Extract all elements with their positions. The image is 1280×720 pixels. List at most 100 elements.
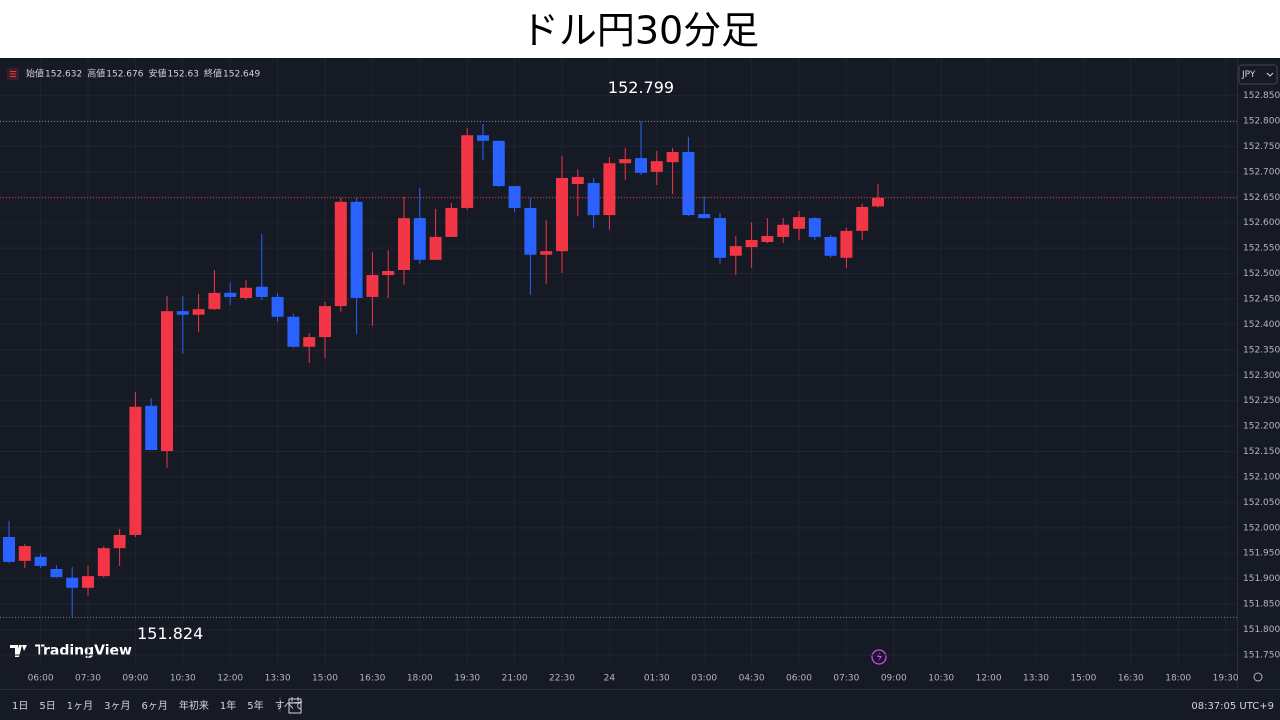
candle-body <box>3 536 15 562</box>
candle-body <box>287 316 300 347</box>
currency-box[interactable] <box>1238 64 1278 85</box>
x-tick-label: 19:30 <box>1213 674 1239 684</box>
y-tick-label: 152.350 <box>1243 345 1280 355</box>
candle-body <box>129 406 142 535</box>
clock: 08:37:05 UTC+9 <box>1191 701 1274 712</box>
range-button[interactable]: 1ヶ月 <box>67 700 93 712</box>
currency-caret <box>1266 72 1274 77</box>
settings-icon[interactable] <box>1253 672 1263 682</box>
candle-body <box>192 309 205 315</box>
candle-body <box>82 576 94 588</box>
ohlc-label: 終値 <box>204 68 222 80</box>
y-tick-label: 152.400 <box>1243 320 1280 330</box>
candle-body <box>382 271 395 276</box>
logo-text: TradingView <box>35 643 132 659</box>
range-button[interactable]: 5日 <box>39 701 55 712</box>
candle-body <box>856 206 869 231</box>
y-tick-label: 151.950 <box>1243 549 1280 559</box>
x-tick-label: 13:30 <box>265 674 291 684</box>
high-annotation: 152.799 <box>608 78 674 97</box>
symbol-icon-lines <box>10 71 16 77</box>
candle-body <box>113 534 126 549</box>
candle-body <box>619 159 632 164</box>
y-tick-label: 152.300 <box>1243 371 1280 381</box>
candle-body <box>429 236 442 260</box>
x-tick-label: 10:30 <box>928 674 954 684</box>
candle-body <box>145 405 158 451</box>
y-tick-label: 152.100 <box>1243 472 1280 482</box>
x-tick-label: 12:00 <box>976 674 1002 684</box>
candle-body <box>603 163 616 216</box>
y-tick-label: 152.700 <box>1243 167 1280 177</box>
y-tick-label: 151.850 <box>1243 600 1280 610</box>
candle-body <box>761 235 774 243</box>
y-tick-label: 152.450 <box>1243 294 1280 304</box>
candle-body <box>556 177 568 252</box>
y-tick-label: 152.800 <box>1243 116 1280 126</box>
range-button[interactable]: 3ヶ月 <box>104 700 130 712</box>
candle-body <box>208 292 221 310</box>
candle-body <box>698 214 711 219</box>
x-tick-label: 03:00 <box>691 674 717 684</box>
x-tick-label: 07:30 <box>833 674 859 684</box>
candle-body <box>445 207 458 237</box>
candle-body <box>492 140 505 187</box>
candle-body <box>729 246 742 256</box>
candle-body <box>66 577 79 588</box>
candle-body <box>714 218 726 258</box>
candle-body <box>350 201 363 298</box>
candle-body <box>524 207 537 255</box>
candle-body <box>745 239 758 248</box>
y-tick-label: 152.500 <box>1243 269 1280 279</box>
y-tick-label: 151.750 <box>1243 650 1280 660</box>
candle-body <box>413 218 426 260</box>
candle-body <box>540 251 553 255</box>
y-tick-label: 152.200 <box>1243 422 1280 432</box>
date-range-icon[interactable] <box>288 697 302 714</box>
y-tick-label: 152.750 <box>1243 142 1280 152</box>
candle-body <box>50 569 63 578</box>
y-tick-label: 152.850 <box>1243 91 1280 101</box>
candle-body <box>840 230 853 258</box>
range-button[interactable]: 5年 <box>247 699 263 712</box>
range-button[interactable]: 年初来 <box>179 699 209 712</box>
range-button[interactable]: すべて <box>275 700 304 712</box>
currency[interactable]: JPY <box>1241 70 1256 80</box>
candle-body <box>224 292 237 297</box>
grid <box>0 58 1237 665</box>
y-tick-label: 152.250 <box>1243 396 1280 406</box>
y-tick-label: 152.650 <box>1243 193 1280 203</box>
x-tick-label: 09:00 <box>881 674 907 684</box>
candle-body <box>650 161 663 172</box>
x-tick-label: 07:30 <box>75 674 101 684</box>
x-tick-label: 18:00 <box>407 674 433 684</box>
x-tick-label: 12:00 <box>217 674 243 684</box>
candle-body <box>97 548 110 577</box>
x-tick-label: 01:30 <box>644 674 670 684</box>
ohlc-label: 高値 <box>87 68 105 80</box>
range-button[interactable]: 6ヶ月 <box>142 700 168 712</box>
x-tick-label: 16:30 <box>359 674 385 684</box>
y-tick-label: 152.050 <box>1243 498 1280 508</box>
ohlc-value: 152.632 <box>45 70 82 80</box>
candle-body <box>334 201 347 307</box>
range-button[interactable]: 1日 <box>12 701 28 712</box>
chart-background <box>0 58 1280 720</box>
x-tick-label: 04:30 <box>739 674 765 684</box>
alert-icon[interactable] <box>871 649 887 665</box>
x-tick-label: 22:30 <box>549 674 575 684</box>
candle-body <box>571 176 584 185</box>
candle-body <box>319 306 331 338</box>
candle-body <box>176 311 189 315</box>
low-annotation: 151.824 <box>137 624 203 643</box>
x-tick-label: 21:00 <box>502 674 528 684</box>
candle-body <box>240 287 252 298</box>
candle-body <box>161 311 173 452</box>
chart-title: ドル円30分足 <box>521 9 759 53</box>
ohlc-value: 152.649 <box>223 70 260 80</box>
candle-body <box>255 286 268 297</box>
x-tick-label: 06:00 <box>786 674 812 684</box>
candle-body <box>34 556 47 566</box>
range-button[interactable]: 1年 <box>220 699 236 712</box>
